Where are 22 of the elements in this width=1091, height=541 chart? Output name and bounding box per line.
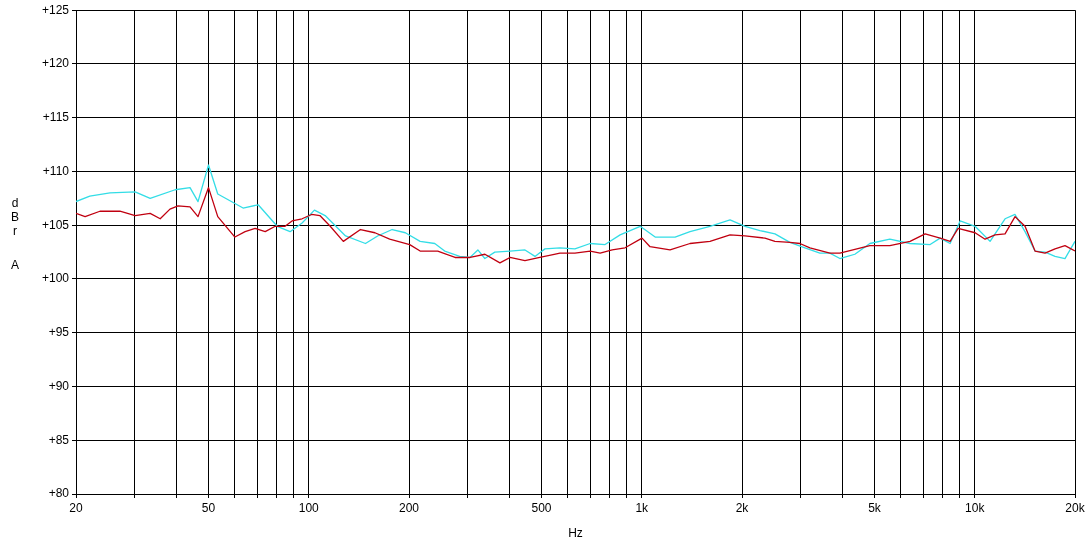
x-tick-label: 5k — [868, 500, 882, 515]
y-tick-label: +110 — [42, 163, 70, 178]
text: dBr A — [10, 196, 20, 273]
y-tick-label: +115 — [42, 110, 70, 125]
x-tick-label: 20 — [69, 500, 83, 515]
x-tick-label: 2k — [735, 500, 750, 515]
x-tick-label: 500 — [531, 500, 552, 515]
x-tick-label: 1k — [635, 500, 650, 515]
x-tick-label: 10k — [965, 500, 986, 515]
y-tick-label: +90 — [48, 378, 70, 393]
y-tick-label: +125 — [41, 2, 70, 17]
x-tick-label: 50 — [201, 500, 216, 515]
y-tick-label: +120 — [41, 56, 70, 71]
x-tick-label: 200 — [398, 500, 420, 515]
y-tick-label: +80 — [48, 486, 70, 501]
x-axis-title: Hz — [568, 526, 583, 541]
y-tick-label: +85 — [48, 432, 70, 447]
x-tick-label: 100 — [298, 500, 320, 515]
y-tick-label: +100 — [41, 271, 70, 286]
y-tick-label: +95 — [48, 325, 70, 340]
x-tick-label: 20k — [1065, 500, 1086, 515]
y-tick-label: +105 — [41, 217, 70, 232]
